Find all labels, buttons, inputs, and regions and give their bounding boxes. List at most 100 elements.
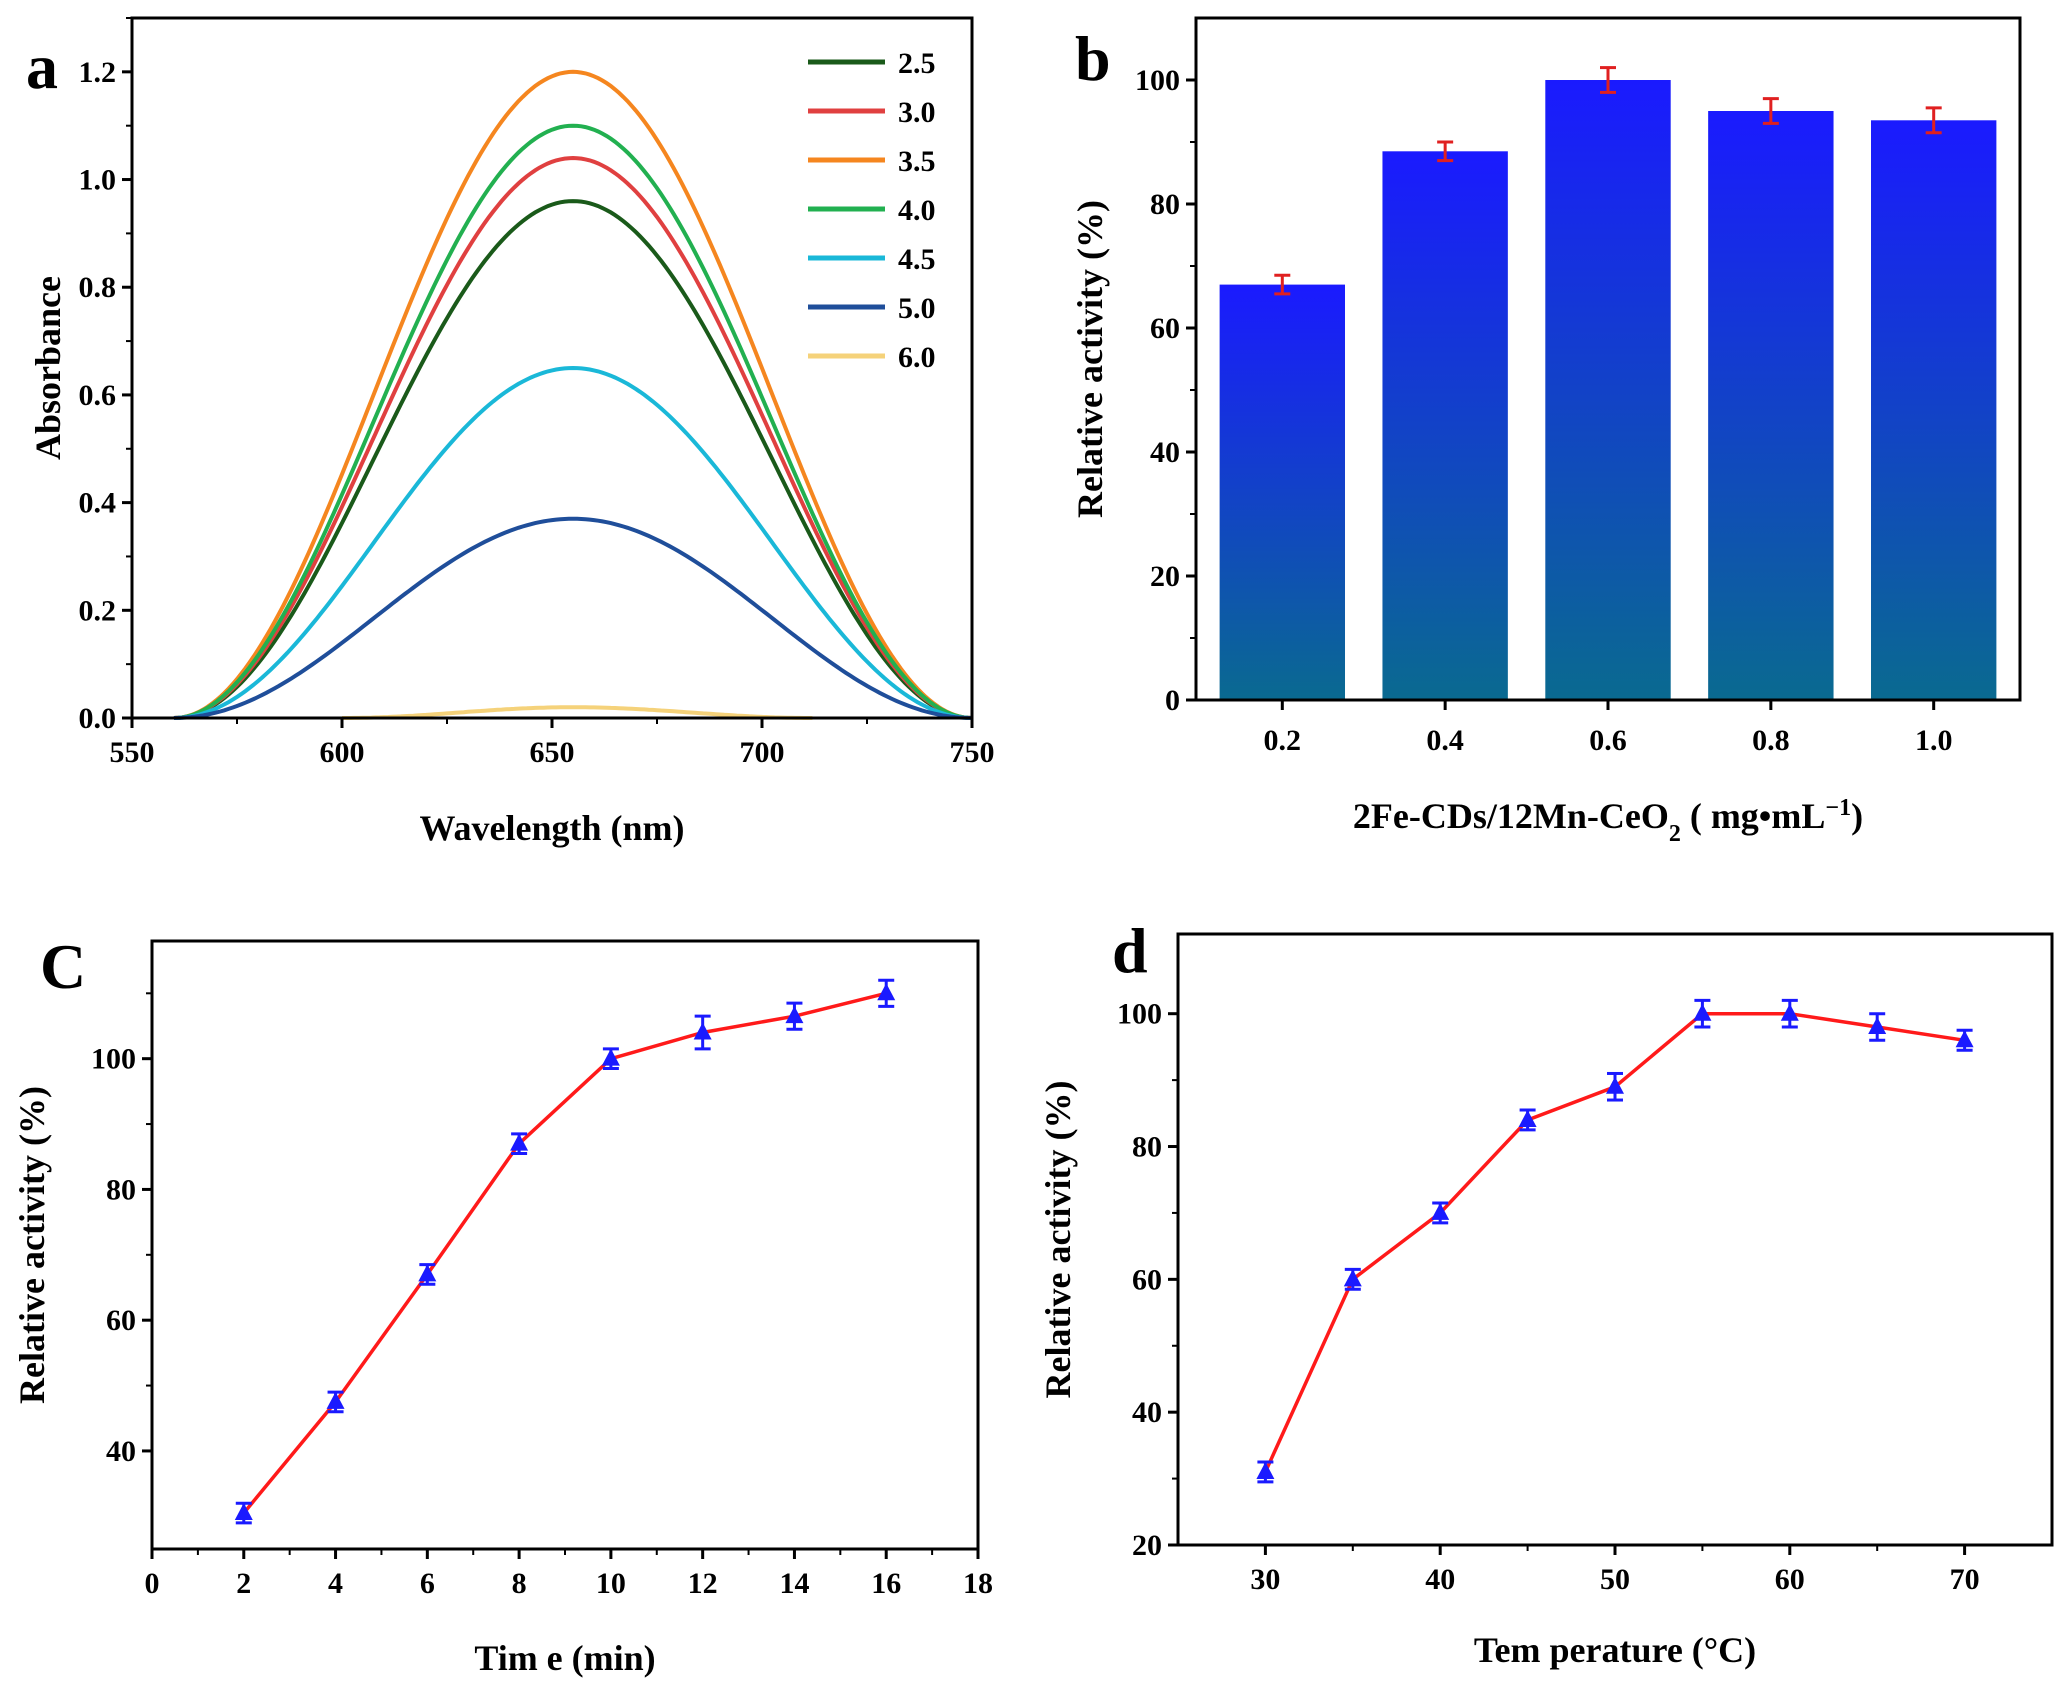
panel-label: C: [40, 931, 86, 1002]
x-tick-label: 8: [512, 1567, 527, 1600]
data-point-marker: [510, 1133, 529, 1151]
data-point-marker: [1606, 1076, 1624, 1094]
data-point-marker: [1431, 1202, 1450, 1220]
y-tick-label: 20: [1150, 560, 1180, 593]
data-point-marker: [693, 1022, 712, 1040]
x-tick-label: 18: [963, 1567, 993, 1600]
legend-label: 6.0: [898, 341, 936, 374]
x-tick-label: 750: [950, 736, 995, 769]
x-axis-label-part: 2Fe-CDs/12Mn-CeO: [1353, 796, 1669, 836]
y-tick-label: 0.2: [79, 594, 117, 627]
bar-1.0: [1870, 120, 1997, 701]
x-tick-label: 12: [688, 1567, 718, 1600]
x-tick-label: 0.8: [1752, 724, 1790, 757]
x-tick-label: 4: [328, 1567, 343, 1600]
y-tick-label: 100: [91, 1043, 136, 1076]
x-tick-label: 700: [740, 736, 785, 769]
x-axis-label-part: 2: [1669, 821, 1681, 847]
data-point-marker: [877, 983, 896, 1001]
x-axis-label: Tem perature (°C): [1474, 1630, 1756, 1670]
y-tick-label: 60: [106, 1304, 136, 1337]
data-point-marker: [785, 1006, 804, 1024]
x-axis-label: Wavelength (nm): [420, 808, 685, 848]
y-tick-label: 0: [1165, 684, 1180, 717]
panel-label: d: [1112, 915, 1148, 986]
data-point-marker: [1343, 1269, 1362, 1287]
legend-label: 3.5: [898, 145, 936, 178]
data-point-marker: [601, 1048, 620, 1066]
x-tick-label: 0.6: [1589, 724, 1627, 757]
series-line-3.0: [173, 155, 973, 720]
data-point-marker: [1256, 1461, 1275, 1479]
x-tick-label: 550: [110, 736, 155, 769]
x-tick-label: 60: [1775, 1563, 1805, 1596]
y-axis-label: Relative activity (%): [1070, 200, 1110, 518]
data-point-marker: [1955, 1030, 1974, 1048]
legend-label: 4.0: [898, 194, 936, 227]
x-axis-label-part: ( mg•mL: [1681, 796, 1826, 836]
x-tick-label: 14: [779, 1567, 809, 1600]
panel-a-frame: [130, 16, 974, 720]
y-tick-label: 40: [1150, 436, 1180, 469]
y-axis-label: Relative activity (%): [12, 1086, 52, 1404]
legend-label: 2.5: [898, 47, 936, 80]
y-tick-label: 80: [106, 1173, 136, 1206]
x-tick-label: 40: [1425, 1563, 1455, 1596]
y-tick-label: 60: [1132, 1263, 1162, 1296]
series-line-6.0: [342, 705, 813, 720]
data-point-marker: [1780, 1003, 1799, 1021]
x-tick-label: 0.2: [1264, 724, 1302, 757]
x-tick-label: 16: [871, 1567, 901, 1600]
y-axis-label: Relative activity (%): [1038, 1081, 1078, 1399]
series-line: [242, 991, 887, 1515]
y-tick-label: 0.4: [79, 487, 117, 520]
y-tick-label: 1.0: [79, 164, 117, 197]
panel-a: 550 600 650 700 750 0.0 0.2 0.4 0.6 0.8 1.0 1.2 2.5 3…: [26, 16, 995, 848]
y-tick-label: 80: [1150, 188, 1180, 221]
y-axis-label: Absorbance: [28, 276, 68, 460]
x-tick-label: 2: [236, 1567, 251, 1600]
y-tick-label: 20: [1132, 1529, 1162, 1562]
x-tick-label: 1.0: [1915, 724, 1953, 757]
bar-0.4: [1382, 151, 1508, 701]
series-line-3.5: [173, 69, 973, 720]
bar-0.2: [1219, 284, 1346, 700]
y-tick-label: 40: [106, 1435, 136, 1468]
data-point-marker: [234, 1503, 253, 1521]
y-tick-label: 100: [1117, 998, 1162, 1031]
panel-c-frame: [150, 939, 980, 1551]
data-point-marker: [1518, 1109, 1537, 1127]
series-line-2.5: [173, 199, 973, 720]
x-tick-label: 0.4: [1426, 724, 1464, 757]
data-point-marker: [1868, 1016, 1887, 1034]
panel-d: 30 40 50 60 70 20 40 60 80 100 Tem perature (°C) Re…: [1038, 915, 2054, 1670]
bar-0.8: [1708, 111, 1834, 700]
y-tick-label: 0.6: [79, 379, 117, 412]
y-tick-label: 40: [1132, 1396, 1162, 1429]
series-line-4.5: [173, 365, 973, 720]
legend-label: 4.5: [898, 243, 936, 276]
y-tick-label: 1.2: [79, 56, 117, 89]
data-point-marker: [326, 1391, 345, 1409]
x-tick-label: 70: [1950, 1563, 1980, 1596]
panel-c: 0 2 4 6 8 10 12 14 16 18 40 60 80 100 Tim e (min) Relat…: [12, 931, 993, 1678]
panel-d-frame: [1176, 932, 2054, 1547]
legend-label: 3.0: [898, 96, 936, 129]
data-point-marker: [418, 1264, 437, 1282]
x-axis-label-part: ): [1851, 796, 1863, 836]
x-tick-label: 0: [145, 1567, 160, 1600]
panel-label: a: [26, 31, 58, 102]
x-tick-label: 6: [420, 1567, 435, 1600]
x-tick-label: 600: [320, 736, 365, 769]
x-axis-label: Tim e (min): [474, 1638, 655, 1678]
panel-b: 0.2 0.4 0.6 0.8 1.0 0 20 40 60 80 100 2Fe-CDs/12Mn-…: [1070, 16, 2022, 847]
x-tick-label: 30: [1250, 1563, 1280, 1596]
panel-label: b: [1075, 23, 1111, 94]
series-line-5.0: [173, 516, 973, 720]
x-tick-label: 50: [1600, 1563, 1630, 1596]
series-line-4.0: [173, 123, 973, 720]
legend-label: 5.0: [898, 292, 936, 325]
y-tick-label: 0.8: [79, 271, 117, 304]
y-tick-label: 0.0: [79, 702, 117, 735]
